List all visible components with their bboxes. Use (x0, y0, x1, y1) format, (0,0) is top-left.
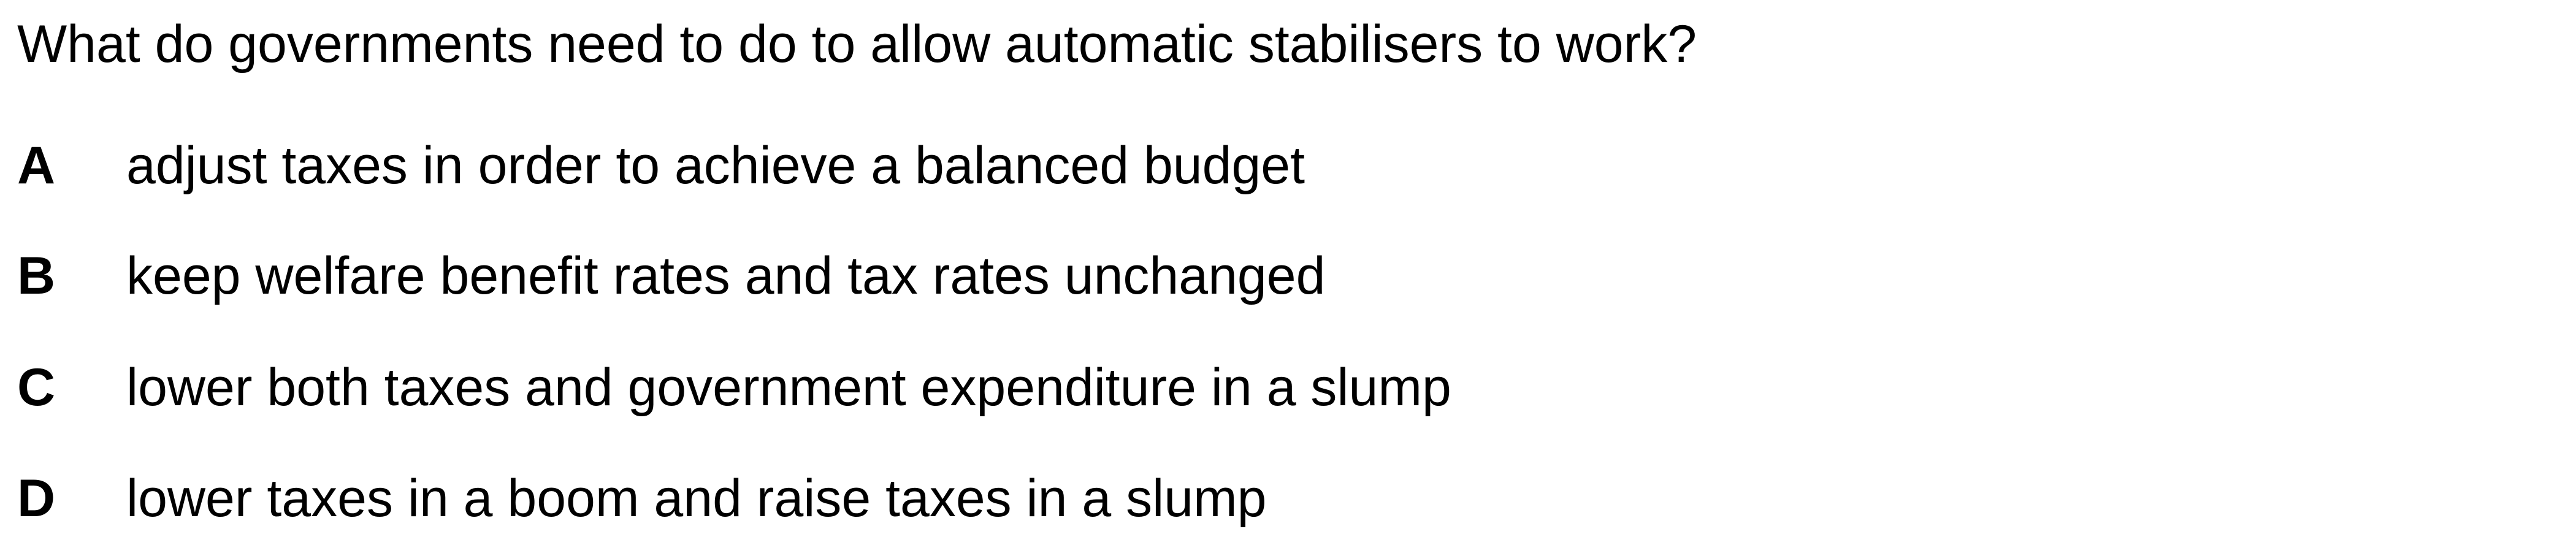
option-d[interactable]: D lower taxes in a boom and raise taxes … (17, 462, 1267, 535)
option-text: adjust taxes in order to achieve a balan… (126, 135, 1305, 195)
option-letter: C (17, 357, 56, 417)
option-text: lower both taxes and government expendit… (126, 357, 1451, 417)
option-a[interactable]: A adjust taxes in order to achieve a bal… (17, 129, 1305, 202)
option-c[interactable]: C lower both taxes and government expend… (17, 351, 1451, 424)
option-b[interactable]: B keep welfare benefit rates and tax rat… (17, 239, 1325, 313)
question-text: What do governments need to do to allow … (17, 15, 1697, 74)
option-letter: B (17, 246, 56, 305)
option-letter: A (17, 135, 56, 195)
option-text: keep welfare benefit rates and tax rates… (126, 246, 1326, 305)
option-text: lower taxes in a boom and raise taxes in… (126, 468, 1267, 528)
option-letter: D (17, 468, 56, 528)
